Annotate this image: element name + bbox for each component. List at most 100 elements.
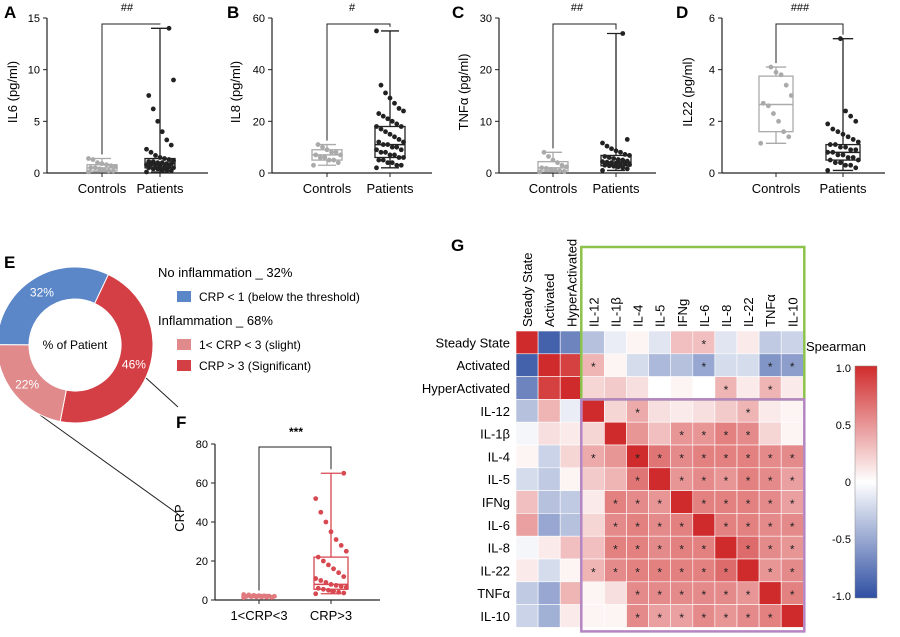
donut-slice-label: 46% (122, 357, 146, 371)
data-point (376, 157, 382, 163)
data-point (559, 162, 565, 168)
data-point (604, 143, 610, 149)
significance-star: * (746, 474, 751, 488)
heatmap-cell (604, 604, 627, 628)
data-point (159, 129, 165, 135)
data-point (315, 554, 321, 560)
significance-star: * (679, 429, 684, 443)
y-tick-label: 0 (709, 168, 715, 180)
data-point (398, 147, 404, 153)
significance-star: * (635, 406, 640, 420)
data-point (387, 131, 393, 137)
significance-star: * (657, 565, 662, 579)
significance-bracket (101, 23, 161, 155)
y-tick-label: 5 (34, 116, 40, 128)
significance-star: * (768, 360, 773, 374)
heatmap-cell (515, 581, 539, 605)
data-point (618, 161, 623, 167)
significance-star: * (768, 543, 773, 557)
data-point (835, 129, 841, 135)
significance-star: * (635, 451, 640, 465)
significance-star: * (679, 520, 684, 534)
heatmap-cell (537, 490, 561, 514)
data-point (613, 160, 619, 166)
data-point (783, 82, 789, 88)
data-point (88, 165, 94, 171)
significance-star: * (724, 520, 729, 534)
heatmap-cell (515, 399, 539, 423)
significance-star: * (790, 360, 795, 374)
heatmap-cell (758, 330, 782, 355)
significance-star: * (746, 520, 751, 534)
data-point (104, 162, 109, 168)
data-point (323, 580, 329, 585)
data-point (378, 126, 384, 132)
data-point (758, 140, 764, 146)
data-point (543, 165, 549, 171)
y-tick-label: 20 (480, 65, 492, 77)
significance-star: * (679, 451, 684, 465)
data-point (564, 164, 569, 170)
heatmap-cell (692, 376, 716, 400)
significance-star: * (702, 611, 707, 625)
panel-letter-e: E (4, 253, 15, 272)
data-point (322, 155, 328, 160)
data-point (392, 100, 397, 106)
heatmap-cell (581, 513, 605, 537)
data-point (323, 519, 329, 525)
data-point (328, 582, 334, 587)
data-point (392, 134, 397, 140)
data-point (840, 152, 846, 158)
data-point (602, 154, 608, 159)
data-point (168, 142, 174, 148)
data-point (341, 574, 347, 579)
heatmap-cell (581, 490, 605, 514)
x-tick-label: CRP>3 (310, 608, 352, 623)
heatmap-cell (537, 399, 561, 423)
significance-star: * (591, 360, 596, 374)
data-point (620, 165, 626, 171)
data-point (855, 139, 861, 145)
significance-star: * (790, 520, 795, 534)
heatmap-cell (780, 604, 804, 628)
heatmap-cell (648, 330, 671, 355)
legend-label-crp-significant: CRP > 3 (Significant) (199, 359, 311, 373)
significance-star: * (613, 543, 618, 557)
legend-swatch-crp-slight (177, 339, 191, 350)
legend-heading-inflammation: Inflammation _ 68% (158, 313, 273, 328)
significance-star: * (657, 451, 662, 465)
data-point (313, 496, 319, 501)
heatmap-cell (714, 353, 738, 377)
significance-star: * (724, 611, 729, 625)
heatmap-cell (648, 421, 671, 446)
data-point (144, 146, 149, 152)
significance-star: * (635, 474, 640, 488)
panel-letter-c: C (452, 3, 464, 22)
significance-label: *** (289, 425, 303, 439)
heatmap-cell (537, 330, 561, 355)
significance-bracket (775, 23, 844, 64)
tnfa-boxplot: TNFα (pg/ml) ## 0 10 20 30 Controls Patients (456, 2, 656, 196)
heatmap-cell (537, 444, 561, 469)
data-point (155, 118, 161, 124)
data-point (561, 169, 567, 174)
significance-star: * (746, 497, 751, 511)
significance-star: * (702, 588, 707, 602)
heatmap-col-label: IL-1β (608, 297, 623, 327)
heatmap-row-label: IL-22 (480, 563, 510, 578)
data-point (541, 149, 547, 155)
data-point (385, 142, 391, 147)
data-point (624, 137, 630, 142)
data-point (261, 593, 267, 599)
data-point (548, 166, 554, 172)
data-point (311, 162, 316, 168)
significance-star: * (724, 429, 729, 443)
heatmap-cell (515, 535, 539, 560)
heatmap-cell (559, 421, 583, 446)
significance-star: * (679, 565, 684, 579)
data-point (380, 142, 386, 147)
data-point (374, 165, 379, 171)
data-point (827, 142, 833, 147)
heatmap-cell (515, 330, 539, 355)
heatmap-cell (604, 581, 627, 605)
